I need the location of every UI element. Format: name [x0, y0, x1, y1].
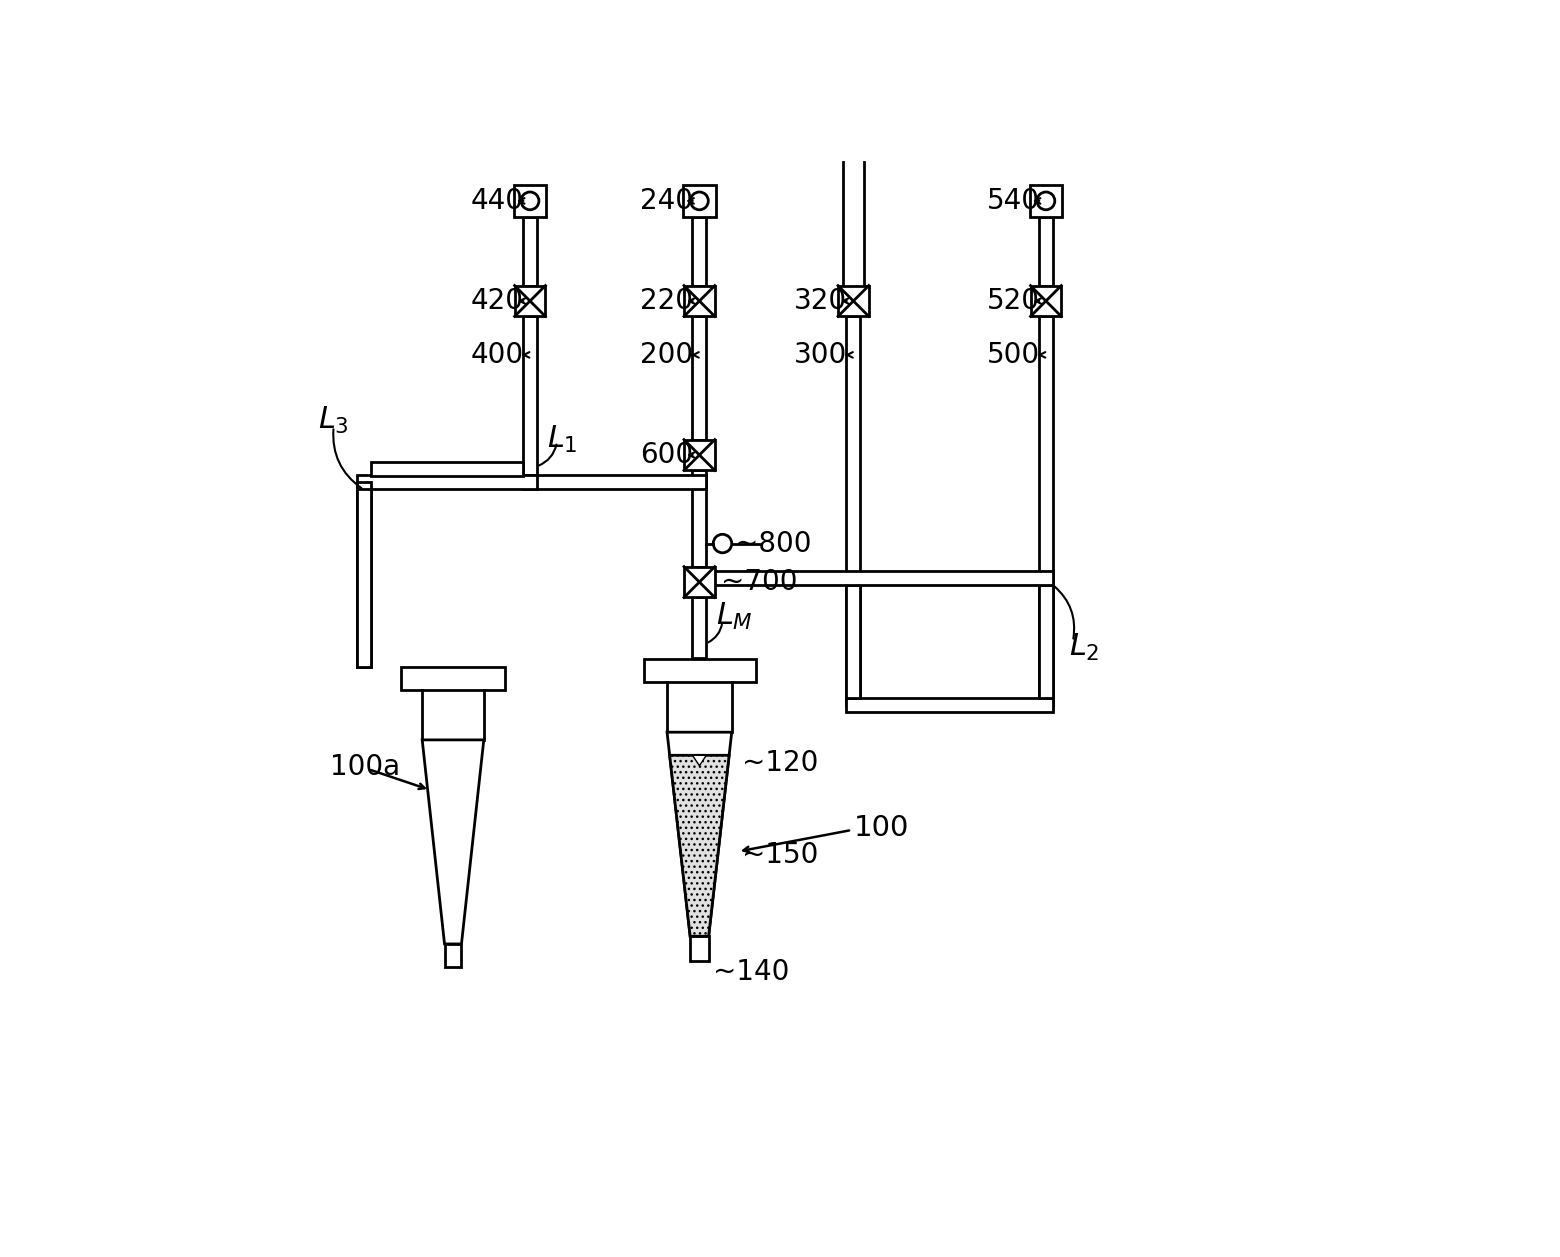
Bar [693, 470, 707, 567]
Bar [693, 597, 707, 657]
Bar [445, 944, 462, 967]
Bar [401, 666, 505, 690]
Bar [1031, 285, 1061, 317]
Bar [693, 217, 707, 285]
Text: $L_2$: $L_2$ [1069, 632, 1100, 662]
Bar [1039, 317, 1053, 705]
Bar [371, 461, 523, 476]
Polygon shape [693, 755, 707, 766]
Text: 420: 420 [471, 287, 524, 316]
Bar [693, 585, 707, 597]
Bar [357, 475, 537, 489]
Bar [644, 659, 755, 683]
Text: 600: 600 [640, 441, 693, 469]
Bar [683, 185, 716, 217]
Bar [683, 567, 714, 597]
Text: ~120: ~120 [741, 749, 817, 777]
Text: 320: 320 [794, 287, 847, 316]
Polygon shape [669, 755, 729, 936]
Text: 500: 500 [986, 341, 1039, 368]
Text: 200: 200 [640, 341, 693, 368]
Bar [523, 317, 537, 481]
Text: ~150: ~150 [741, 841, 817, 870]
Text: ~700: ~700 [721, 568, 797, 596]
Bar [523, 475, 707, 489]
Bar [357, 481, 371, 666]
Text: ~140: ~140 [713, 958, 789, 987]
Bar [515, 285, 546, 317]
Text: $L_M$: $L_M$ [716, 601, 753, 632]
Text: 540: 540 [987, 187, 1039, 215]
Bar [523, 217, 537, 285]
Text: $L_1$: $L_1$ [548, 424, 577, 455]
Text: 520: 520 [987, 287, 1039, 316]
Bar [693, 571, 1053, 585]
Polygon shape [668, 732, 732, 936]
Bar [513, 185, 546, 217]
Bar [1039, 585, 1053, 699]
Text: 100: 100 [853, 815, 909, 842]
Text: 220: 220 [640, 287, 693, 316]
Text: 100a: 100a [329, 753, 399, 781]
Bar [847, 317, 860, 705]
Text: ~800: ~800 [735, 529, 811, 558]
Bar [683, 285, 714, 317]
Text: 240: 240 [640, 187, 693, 215]
Polygon shape [423, 740, 484, 944]
Text: 400: 400 [471, 341, 524, 368]
Bar [838, 285, 869, 317]
Bar [847, 585, 860, 699]
Bar [357, 489, 371, 666]
Bar [693, 317, 707, 440]
Bar [1039, 217, 1053, 285]
Bar [690, 936, 708, 960]
Bar [683, 440, 714, 470]
Bar [1030, 185, 1062, 217]
Text: 300: 300 [794, 341, 847, 368]
Text: $L_3$: $L_3$ [318, 405, 349, 436]
Text: 440: 440 [471, 187, 524, 215]
Bar [847, 699, 1053, 713]
